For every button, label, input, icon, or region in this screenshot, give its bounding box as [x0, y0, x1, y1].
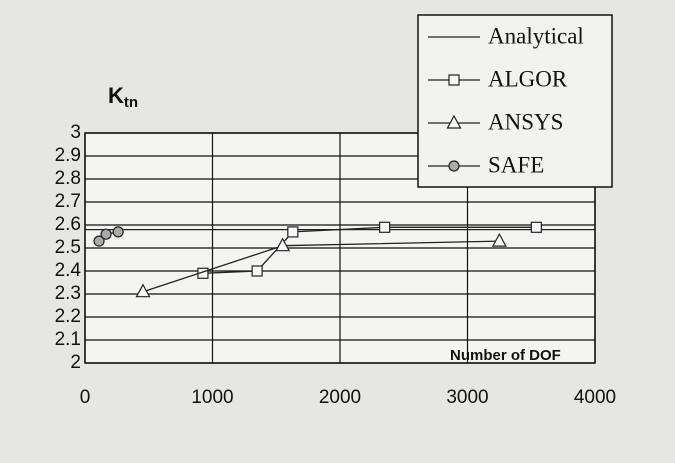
- y-tick-label: 3: [70, 122, 81, 143]
- x-tick-label: 3000: [446, 387, 488, 408]
- y-tick-label: 2.2: [55, 306, 81, 327]
- marker: [448, 160, 460, 172]
- marker: [491, 232, 507, 247]
- marker: [112, 226, 124, 238]
- y-label-main: K: [108, 83, 124, 108]
- legend-label: ALGOR: [488, 66, 568, 91]
- y-tick-label: 2: [70, 352, 81, 373]
- marker: [93, 235, 105, 247]
- y-axis-label: Ktn: [108, 83, 138, 111]
- y-tick-label: 2.5: [55, 237, 81, 258]
- marker: [287, 226, 299, 238]
- y-label-sub: tn: [124, 94, 138, 111]
- y-tick-label: 2.8: [55, 168, 81, 189]
- x-axis-label: Number of DOF: [450, 347, 561, 364]
- legend-label: Analytical: [488, 23, 584, 48]
- y-tick-label: 2.3: [55, 283, 81, 304]
- marker: [446, 114, 462, 129]
- marker: [448, 74, 460, 86]
- x-tick-label: 2000: [319, 387, 361, 408]
- marker: [275, 237, 291, 252]
- x-tick-label: 1000: [191, 387, 233, 408]
- y-tick-label: 2.4: [55, 260, 82, 281]
- x-tick-label: 0: [80, 387, 91, 408]
- y-tick-label: 2.9: [55, 145, 81, 166]
- marker: [100, 228, 112, 240]
- marker: [379, 221, 391, 233]
- marker: [251, 265, 263, 277]
- legend-box: [417, 14, 613, 188]
- legend-label: SAFE: [488, 152, 544, 177]
- marker: [135, 283, 151, 298]
- y-tick-label: 2.7: [55, 191, 81, 212]
- y-tick-label: 2.6: [55, 214, 81, 235]
- y-tick-label: 2.1: [55, 329, 81, 350]
- legend-label: ANSYS: [488, 109, 563, 134]
- plot-border: [84, 132, 596, 364]
- marker: [530, 221, 542, 233]
- x-tick-label: 4000: [574, 387, 616, 408]
